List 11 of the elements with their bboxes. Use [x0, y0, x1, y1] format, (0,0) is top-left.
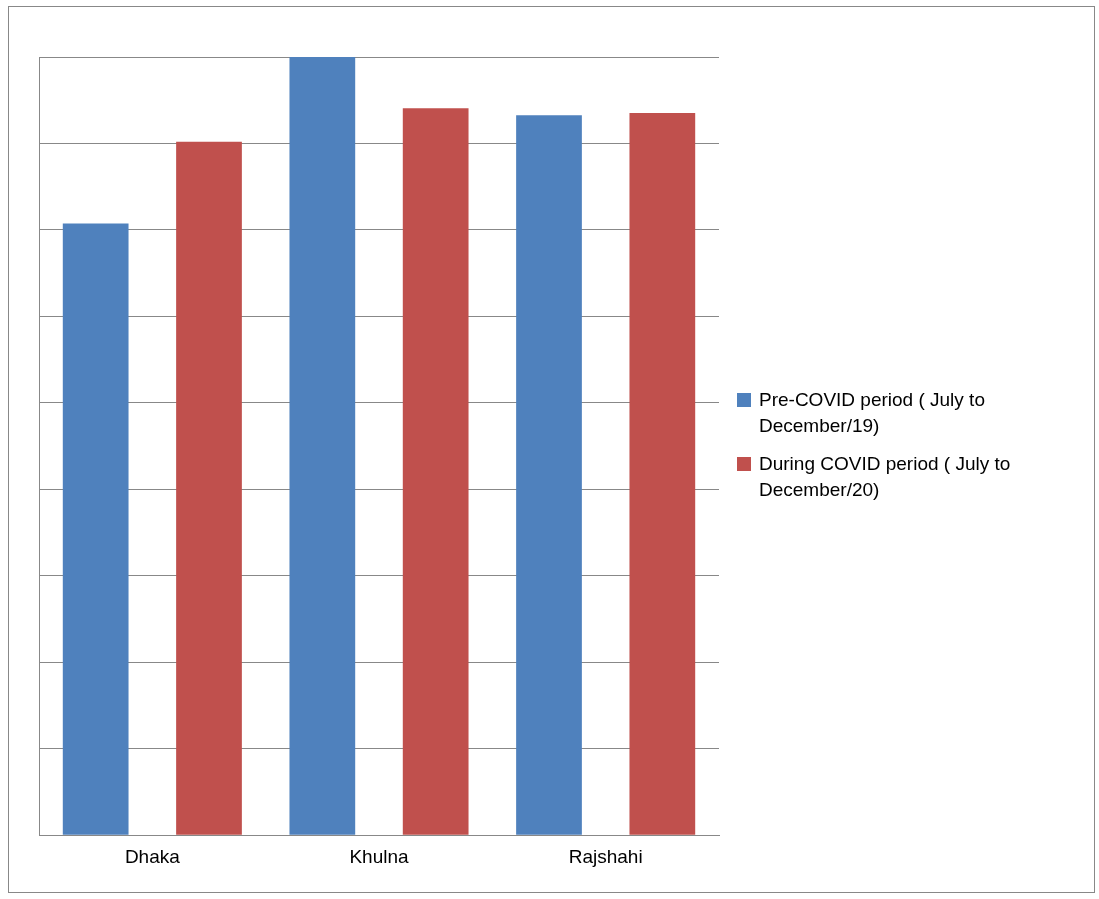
bar [629, 113, 696, 835]
legend-label: During COVID period ( July to December/20) [759, 452, 1012, 502]
bar [289, 57, 356, 835]
x-tick-label: Dhaka [124, 845, 181, 867]
bar [62, 223, 129, 835]
legend-label: Pre-COVID period ( July to December/19) [759, 388, 986, 438]
x-tick-label: Rajshahi [568, 845, 643, 867]
bar [516, 115, 582, 835]
bar [176, 141, 242, 835]
x-tick-label: Khulna [349, 845, 410, 867]
bar [402, 108, 469, 835]
